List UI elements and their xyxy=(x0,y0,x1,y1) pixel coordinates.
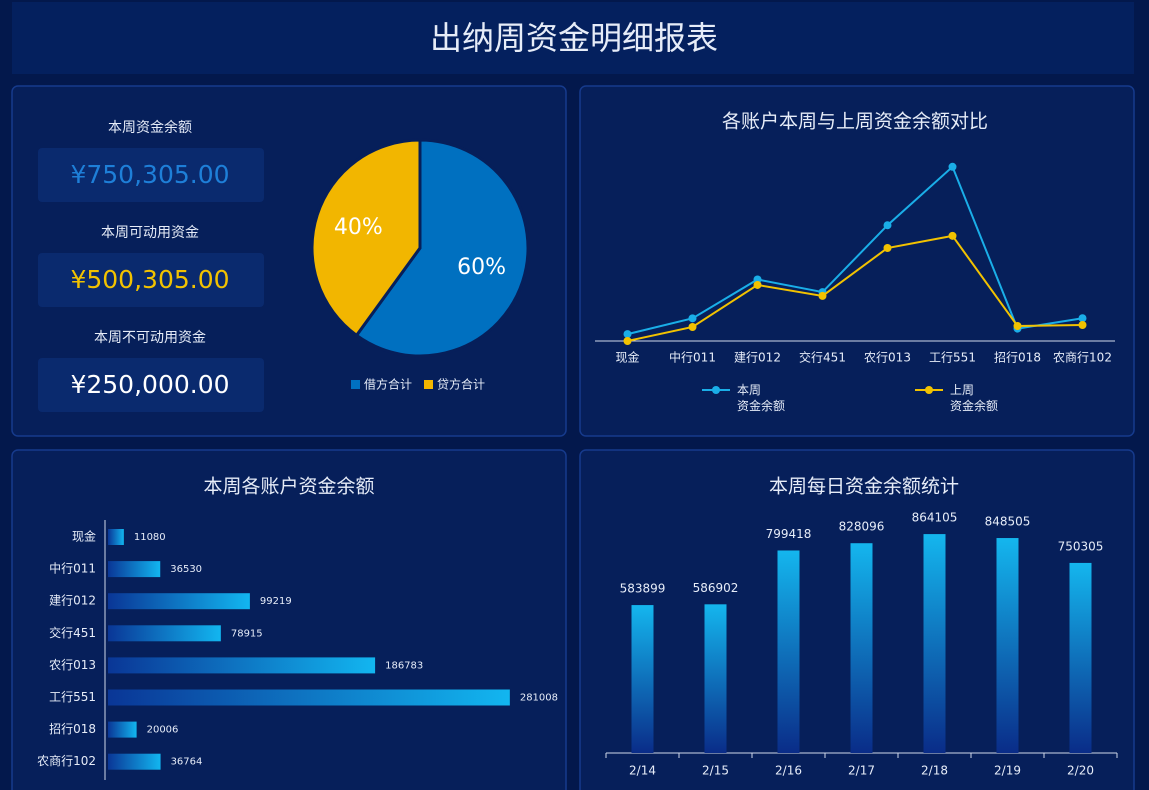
bar xyxy=(108,657,376,674)
pie-slice xyxy=(354,138,530,358)
point xyxy=(948,231,957,240)
point xyxy=(1078,321,1087,330)
legend-label: 本周 资金余额 xyxy=(737,383,786,413)
chart-title: 本周每日资金余额统计 xyxy=(769,476,959,498)
bar xyxy=(108,593,250,610)
y-tick-label: 中行011 xyxy=(49,561,96,576)
kpi-box xyxy=(38,358,264,412)
line xyxy=(627,234,1083,342)
y-tick-label: 农商行102 xyxy=(37,753,96,768)
y-tick-label: 招行018 xyxy=(49,722,96,736)
bar xyxy=(1069,562,1092,753)
x-tick-label: 2/15 xyxy=(702,764,729,778)
bar xyxy=(631,605,654,753)
value-label: 281008 xyxy=(520,693,558,704)
kpi-label: 本周资金余额 xyxy=(108,119,192,136)
value-label: 78915 xyxy=(231,628,263,639)
x-tick-label: 农商行102 xyxy=(1053,350,1112,365)
legend-dot xyxy=(712,386,720,394)
x-tick-label: 2/20 xyxy=(1067,764,1094,778)
value-label: 20006 xyxy=(147,725,179,736)
value-label: 99219 xyxy=(260,596,292,607)
value-label: 36530 xyxy=(170,564,202,575)
kpi-value: ¥250,000.00 xyxy=(70,370,229,399)
point xyxy=(688,314,697,323)
chart-title: 各账户本周与上周资金余额对比 xyxy=(722,111,988,133)
bar xyxy=(996,538,1019,753)
point xyxy=(753,275,762,284)
x-tick-label: 2/19 xyxy=(994,764,1021,778)
point xyxy=(1078,314,1087,323)
y-tick-label: 工行551 xyxy=(49,690,96,704)
point xyxy=(623,337,632,345)
bar xyxy=(704,604,727,753)
x-tick-label: 交行451 xyxy=(799,350,846,365)
kpi-label: 本周可动用资金 xyxy=(101,225,199,241)
value-label: 799418 xyxy=(766,527,812,541)
page-title: 出纳周资金明细报表 xyxy=(430,19,718,57)
point xyxy=(753,280,762,289)
kpi-box xyxy=(38,253,264,307)
kpi-value: ¥500,305.00 xyxy=(70,265,229,294)
legend-swatch xyxy=(424,380,433,389)
legend-label: 借方合计 xyxy=(364,377,412,392)
bar xyxy=(108,689,510,706)
x-tick-label: 2/16 xyxy=(775,764,802,778)
legend-label: 上周 资金余额 xyxy=(950,383,999,413)
kpi-box xyxy=(38,148,264,202)
bar xyxy=(108,561,161,578)
x-tick-label: 中行011 xyxy=(669,350,716,365)
y-tick-label: 现金 xyxy=(72,529,96,544)
chart-title: 本周各账户资金余额 xyxy=(203,476,374,498)
x-tick-label: 工行551 xyxy=(929,351,976,365)
legend-swatch xyxy=(351,380,360,389)
point xyxy=(883,244,892,252)
kpi-label: 本周不可动用资金 xyxy=(94,330,206,346)
kpi-value: ¥750,305.00 xyxy=(70,160,229,189)
bar xyxy=(108,721,137,738)
point xyxy=(818,291,827,300)
value-label: 750305 xyxy=(1058,539,1104,553)
point xyxy=(948,162,957,171)
point xyxy=(1013,321,1022,330)
slice-label: 40% xyxy=(334,215,383,240)
x-tick-label: 现金 xyxy=(615,350,639,365)
line xyxy=(627,165,1083,336)
x-tick-label: 农行013 xyxy=(864,351,911,365)
x-tick-label: 2/14 xyxy=(629,764,656,778)
x-tick-label: 建行012 xyxy=(734,351,781,365)
pie-slice xyxy=(310,138,422,338)
x-tick-label: 招行018 xyxy=(994,351,1041,365)
x-tick-label: 2/18 xyxy=(921,764,948,778)
bar xyxy=(108,625,221,642)
point xyxy=(688,322,697,331)
bar xyxy=(923,534,946,753)
value-label: 848505 xyxy=(985,515,1031,529)
x-tick-label: 2/17 xyxy=(848,764,875,778)
value-label: 583899 xyxy=(620,582,666,596)
header xyxy=(12,2,1134,74)
point xyxy=(883,221,892,230)
y-tick-label: 交行451 xyxy=(49,625,96,640)
y-tick-label: 建行012 xyxy=(49,594,96,608)
legend-dot xyxy=(925,386,933,394)
value-label: 36764 xyxy=(171,757,203,768)
panel xyxy=(11,449,567,790)
value-label: 828096 xyxy=(839,520,885,534)
value-label: 586902 xyxy=(693,581,739,595)
y-tick-label: 农行013 xyxy=(49,658,96,672)
bar xyxy=(108,753,161,770)
point xyxy=(623,330,632,339)
value-label: 864105 xyxy=(912,511,958,525)
bar xyxy=(108,529,124,545)
panel xyxy=(579,85,1135,437)
slice-label: 60% xyxy=(457,255,506,280)
bar xyxy=(777,550,800,753)
bar xyxy=(850,543,873,753)
value-label: 186783 xyxy=(385,660,423,671)
value-label: 11080 xyxy=(134,532,166,543)
legend-label: 贷方合计 xyxy=(437,377,485,392)
